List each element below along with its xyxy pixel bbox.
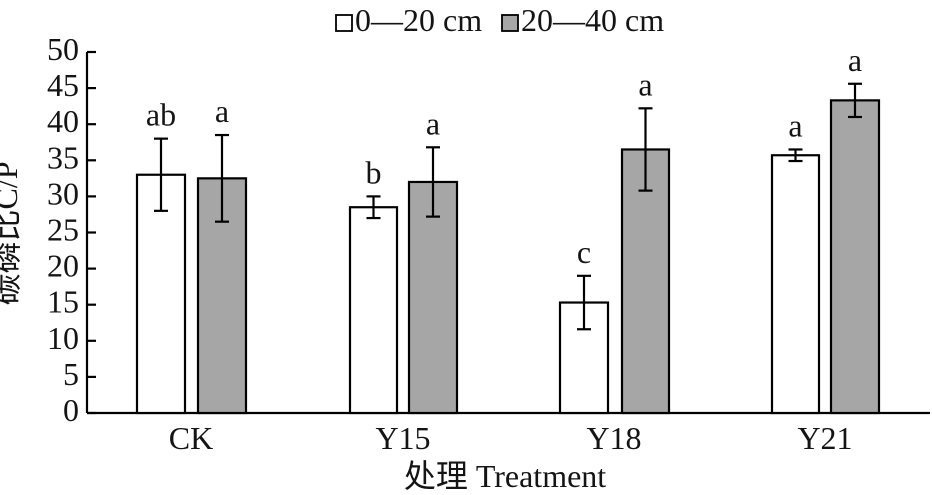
svg-text:碳磷比C/P: 碳磷比C/P xyxy=(0,161,24,305)
svg-text:Y21: Y21 xyxy=(797,420,852,456)
svg-text:Y15: Y15 xyxy=(375,420,430,456)
svg-text:Y18: Y18 xyxy=(586,420,641,456)
svg-text:15: 15 xyxy=(47,284,79,320)
svg-text:a: a xyxy=(638,66,652,102)
svg-text:50: 50 xyxy=(47,31,79,67)
svg-text:0: 0 xyxy=(63,392,79,428)
svg-text:45: 45 xyxy=(47,67,79,103)
svg-text:CK: CK xyxy=(169,420,213,456)
svg-text:30: 30 xyxy=(47,175,79,211)
svg-text:c: c xyxy=(577,234,591,270)
svg-text:35: 35 xyxy=(47,139,79,175)
svg-text:5: 5 xyxy=(63,356,79,392)
svg-text:0—20 cm: 0—20 cm xyxy=(355,2,482,38)
svg-text:10: 10 xyxy=(47,320,79,356)
svg-text:处理 Treatment: 处理 Treatment xyxy=(404,458,606,494)
svg-text:40: 40 xyxy=(47,103,79,139)
svg-text:25: 25 xyxy=(47,212,79,248)
svg-text:a: a xyxy=(848,42,862,78)
svg-text:a: a xyxy=(426,105,440,141)
svg-text:20: 20 xyxy=(47,248,79,284)
svg-text:a: a xyxy=(215,93,229,129)
svg-text:ab: ab xyxy=(146,97,176,133)
svg-text:20—40 cm: 20—40 cm xyxy=(521,2,664,38)
svg-text:b: b xyxy=(366,154,382,190)
svg-text:a: a xyxy=(788,107,802,143)
